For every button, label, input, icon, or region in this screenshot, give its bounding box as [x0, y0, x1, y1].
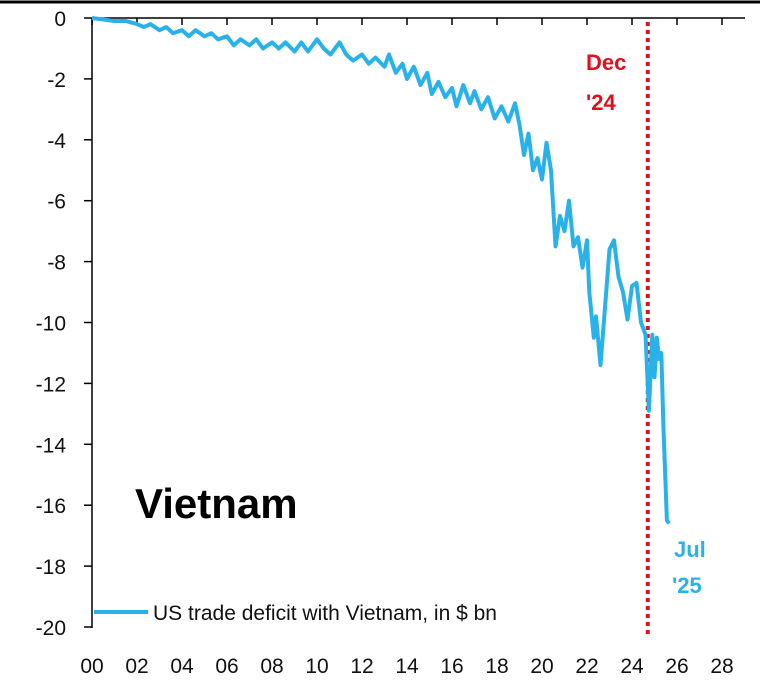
legend-label: US trade deficit with Vietnam, in $ bn [153, 602, 497, 625]
y-tick-label: -20 [36, 617, 66, 640]
x-tick-label: 28 [710, 655, 733, 678]
x-ticks: 00 02 04 06 08 10 12 14 16 18 20 22 24 26 28 [80, 18, 734, 678]
y-tick-label: 0 [54, 8, 66, 31]
chart-title: Vietnam [135, 480, 298, 527]
y-tick-label: -10 [36, 313, 66, 336]
x-tick-label: 04 [170, 655, 194, 678]
x-tick-label: 12 [350, 655, 373, 678]
y-tick-label: -18 [36, 556, 66, 579]
series-line-vietnam-deficit [91, 16, 671, 525]
x-tick-label: 18 [485, 655, 508, 678]
x-tick-label: 08 [260, 655, 283, 678]
y-tick-label: -4 [47, 130, 66, 153]
jul25-label-line2: '25 [672, 573, 702, 598]
y-tick-label: -14 [36, 434, 67, 457]
dec24-label-line2: '24 [586, 90, 616, 115]
x-tick-label: 22 [575, 655, 598, 678]
dec24-label-line1: Dec [586, 50, 626, 75]
x-tick-label: 02 [125, 655, 148, 678]
x-tick-label: 06 [215, 655, 238, 678]
x-tick-label: 16 [440, 655, 463, 678]
x-tick-label: 14 [395, 655, 419, 678]
x-tick-label: 20 [530, 655, 553, 678]
jul25-label-line1: Jul [674, 537, 706, 562]
y-tick-label: -16 [36, 495, 66, 518]
y-tick-label: -2 [47, 69, 66, 92]
x-tick-label: 00 [80, 655, 103, 678]
x-tick-label: 24 [620, 655, 644, 678]
y-tick-label: -12 [36, 373, 66, 396]
y-ticks: 0 -2 -4 -6 -8 -10 -12 -14 -16 -18 -20 [36, 8, 92, 640]
y-tick-label: -8 [47, 252, 66, 275]
x-tick-label: 26 [665, 655, 688, 678]
y-tick-label: -6 [47, 191, 66, 214]
x-tick-label: 10 [305, 655, 328, 678]
